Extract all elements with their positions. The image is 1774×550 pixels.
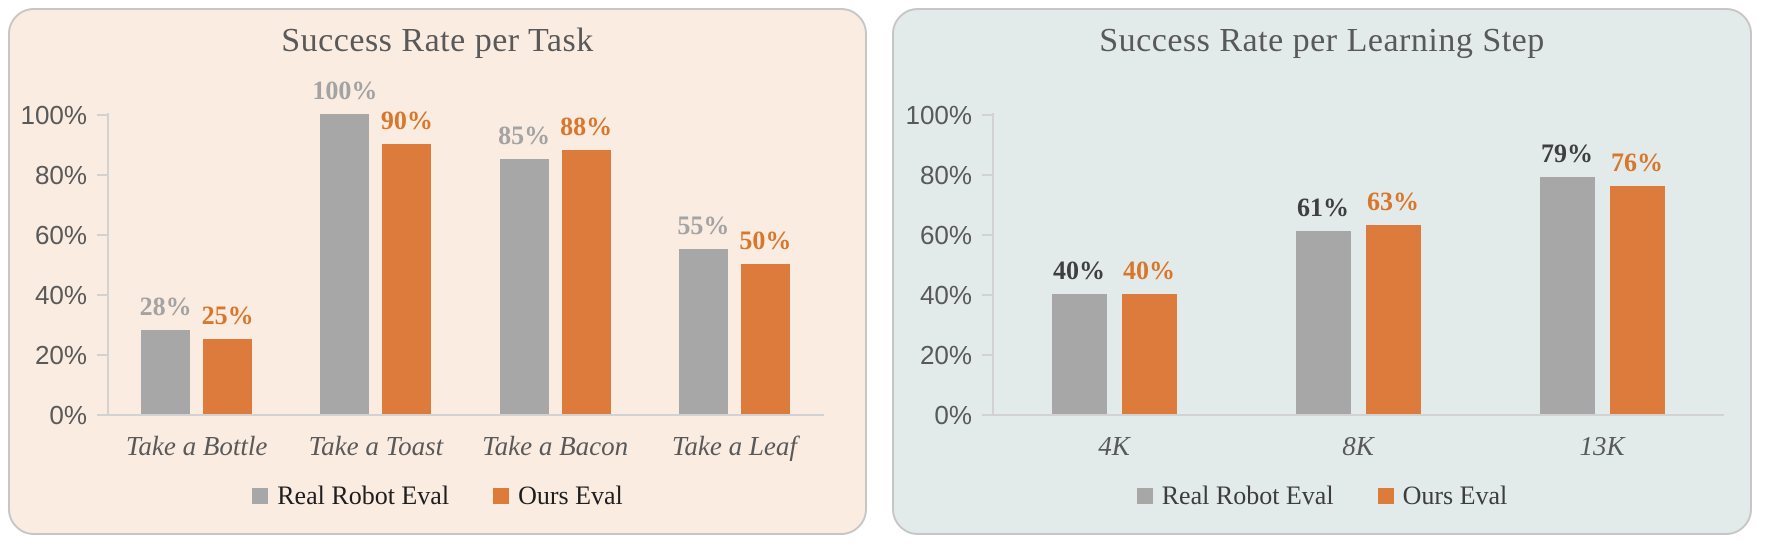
bar-real-robot-eval xyxy=(1539,177,1595,414)
bar-ours-eval xyxy=(382,144,432,414)
y-axis-tick xyxy=(982,234,992,236)
legend-item-real-robot-eval: Real Robot Eval xyxy=(1136,481,1334,510)
bar-value-label: 28% xyxy=(139,292,192,321)
y-axis-tick xyxy=(97,114,107,116)
x-axis-label: 4K xyxy=(1098,431,1130,461)
y-axis-line xyxy=(992,113,994,414)
y-axis-tick xyxy=(982,294,992,296)
bar-value-label: 25% xyxy=(201,301,254,330)
bar-real-robot-eval xyxy=(678,249,728,414)
bar-real-robot-eval xyxy=(499,159,549,414)
bar-value-label: 88% xyxy=(560,112,613,141)
bar-real-robot-eval xyxy=(320,114,370,414)
x-axis-line xyxy=(107,414,824,416)
y-axis-tick-label: 20% xyxy=(34,340,87,370)
x-axis-label: 8K xyxy=(1342,431,1374,461)
bar-ours-eval xyxy=(1609,186,1665,414)
y-axis-line xyxy=(107,113,109,414)
y-axis-tick xyxy=(982,114,992,116)
bar-ours-eval xyxy=(203,339,253,414)
bar-real-robot-eval xyxy=(1295,231,1351,414)
bar-value-label: 85% xyxy=(498,121,551,150)
chart-panel-task: Success Rate per Task 0% 20% 40% 60% 80% 100%… xyxy=(8,8,867,535)
legend-item-ours-eval: Ours Eval xyxy=(493,482,623,510)
bar-value-label: 76% xyxy=(1611,148,1663,177)
y-axis-tick xyxy=(97,234,107,236)
bar-value-label: 90% xyxy=(380,106,433,135)
legend: Real Robot Eval Ours Eval xyxy=(894,482,1750,510)
bar-value-label: 100% xyxy=(312,76,378,105)
chart-title-task: Success Rate per Task xyxy=(281,22,594,59)
y-axis-tick-label: 40% xyxy=(919,280,972,310)
legend-swatch xyxy=(1136,488,1153,504)
bar-ours-eval xyxy=(1365,225,1421,414)
legend: Real Robot Eval Ours Eval xyxy=(10,482,865,510)
bar-ours-eval xyxy=(561,150,611,414)
y-axis-tick-label: 0% xyxy=(934,400,972,430)
y-axis-tick-label: 80% xyxy=(34,160,87,190)
y-axis-tick xyxy=(97,354,107,356)
bar-real-robot-eval xyxy=(141,330,191,414)
y-axis-tick-label: 100% xyxy=(905,100,973,130)
legend-item-real-robot-eval: Real Robot Eval xyxy=(252,482,449,510)
legend-item-ours-eval: Ours Eval xyxy=(1377,481,1508,510)
y-axis-tick xyxy=(97,294,107,296)
bar-value-label: 63% xyxy=(1367,187,1419,216)
x-axis-label: Take a Bacon xyxy=(482,431,629,461)
legend-swatch xyxy=(252,488,269,504)
y-axis-tick-label: 40% xyxy=(34,280,87,310)
y-axis-tick xyxy=(982,354,992,356)
y-axis-tick-label: 60% xyxy=(34,220,87,250)
y-axis-tick-label: 20% xyxy=(919,340,972,370)
bar-value-label: 55% xyxy=(677,211,730,240)
x-axis-label: Take a Toast xyxy=(308,431,444,461)
legend-label: Real Robot Eval xyxy=(1161,481,1334,510)
x-axis-label: 13K xyxy=(1579,431,1625,461)
x-axis-label: Take a Bottle xyxy=(125,431,268,461)
bar-real-robot-eval xyxy=(1051,294,1107,414)
bar-value-label: 79% xyxy=(1541,139,1593,168)
plot-area-learning-step: 0% 20% 40% 60% 80% 100% 4K 40% 40% 8K 61% 63% 13K 79%… xyxy=(894,10,1750,533)
y-axis-tick xyxy=(982,174,992,176)
x-axis-line xyxy=(992,414,1724,416)
legend-label: Real Robot Eval xyxy=(277,481,450,510)
y-axis-tick-label: 60% xyxy=(919,220,972,250)
y-axis-tick xyxy=(97,414,107,416)
chart-title-learning-step: Success Rate per Learning Step xyxy=(1099,22,1545,59)
bar-value-label: 50% xyxy=(739,226,792,255)
legend-swatch xyxy=(1377,488,1394,504)
plot-area-task: 0% 20% 40% 60% 80% 100% Take a Bottle 28% 25% Tak… xyxy=(10,10,865,533)
x-axis-label: Take a Leaf xyxy=(671,431,797,461)
bar-ours-eval xyxy=(1121,294,1177,414)
y-axis-tick-label: 80% xyxy=(919,160,972,190)
legend-swatch xyxy=(493,488,510,504)
y-axis-tick xyxy=(982,414,992,416)
bar-value-label: 40% xyxy=(1053,256,1105,285)
bar-ours-eval xyxy=(740,264,790,414)
y-axis-tick-label: 100% xyxy=(20,100,88,130)
bar-value-label: 61% xyxy=(1297,193,1349,222)
bar-value-label: 40% xyxy=(1123,256,1175,285)
y-axis-tick-label: 0% xyxy=(49,400,87,430)
chart-panel-learning-step: Success Rate per Learning Step 0% 20% 40% 6… xyxy=(892,8,1752,535)
legend-label: Ours Eval xyxy=(1402,481,1508,510)
legend-label: Ours Eval xyxy=(518,481,623,510)
y-axis-tick xyxy=(97,174,107,176)
